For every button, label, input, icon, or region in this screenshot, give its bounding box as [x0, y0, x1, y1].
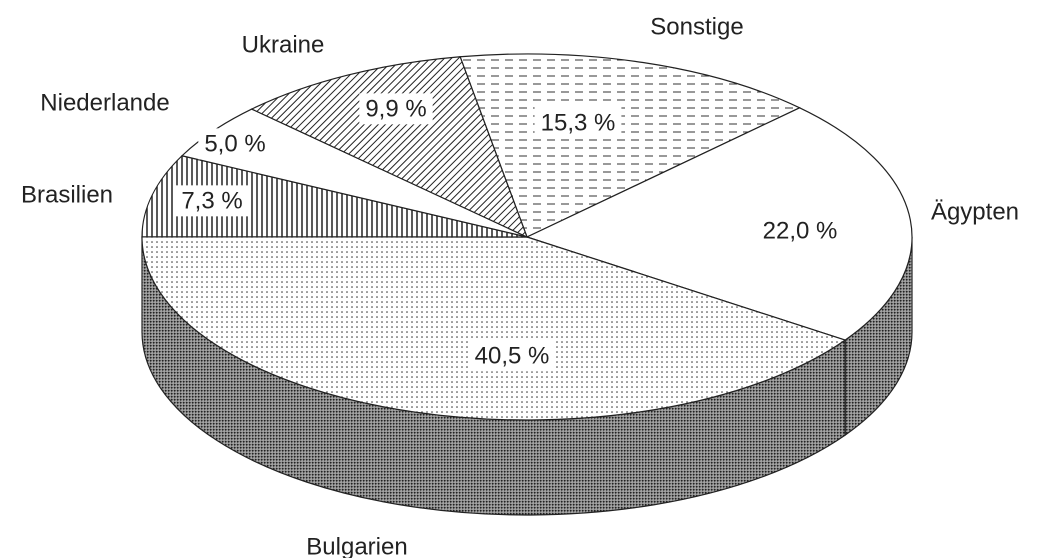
value-label-bg: [359, 93, 433, 125]
category-label: Brasilien: [21, 181, 113, 208]
value-label: 22,0 %: [763, 217, 838, 244]
value-label: 40,5 %: [475, 342, 550, 369]
category-label: Niederlande: [40, 89, 169, 116]
slice: [459, 53, 802, 238]
value-label-bg: [468, 340, 556, 372]
slice: [141, 155, 528, 238]
category-label: Sonstige: [650, 13, 743, 40]
value-label: 9,9 %: [365, 95, 426, 122]
value-label: 5,0 %: [204, 130, 265, 157]
slice: [525, 107, 913, 341]
value-label-bg: [175, 185, 249, 217]
value-label: 15,3 %: [541, 109, 616, 136]
category-label: Bulgarien: [306, 533, 407, 558]
slice: [141, 236, 847, 421]
value-label-bg: [198, 128, 272, 160]
value-label-bg: [534, 107, 622, 139]
category-label: Ägypten: [931, 198, 1019, 225]
value-label: 7,3 %: [181, 187, 242, 214]
category-label: Ukraine: [242, 31, 325, 58]
slice: [250, 56, 529, 239]
value-label-bg: [756, 215, 844, 247]
